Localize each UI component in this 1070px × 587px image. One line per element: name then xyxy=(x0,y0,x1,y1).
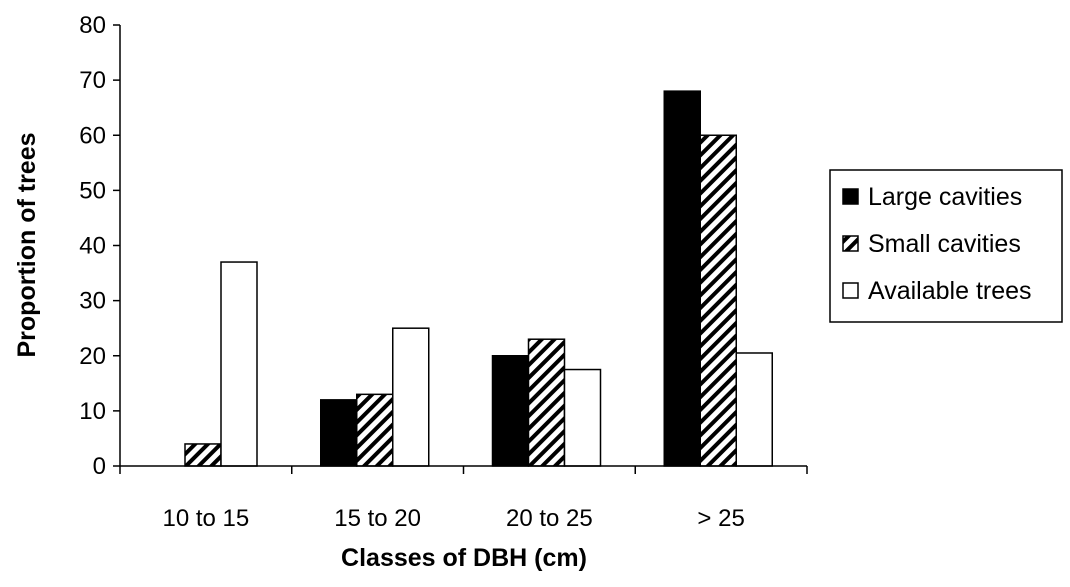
legend-swatch xyxy=(842,282,859,299)
y-tick-label: 70 xyxy=(79,67,106,94)
y-tick-label: 10 xyxy=(79,398,106,425)
bars-group xyxy=(184,90,773,467)
bar xyxy=(735,352,773,467)
legend-label: Small cavities xyxy=(868,230,1021,258)
y-tick-label: 0 xyxy=(93,453,106,480)
bar xyxy=(184,443,222,467)
legend: Large cavities Small cavities Available tr… xyxy=(829,169,1063,323)
tick-labels-group: 0 10 20 30 40 50 60 70 80 10 to 15 15 to 20 20 to 2… xyxy=(79,12,745,532)
bar xyxy=(527,338,566,467)
y-tick-label: 40 xyxy=(79,233,106,260)
x-tick-label: 15 to 20 xyxy=(334,505,421,532)
bar xyxy=(563,368,602,467)
y-tick-label: 50 xyxy=(79,177,106,204)
bar xyxy=(491,355,530,467)
bar xyxy=(220,261,258,467)
bar xyxy=(392,327,430,467)
x-tick-label: 20 to 25 xyxy=(506,505,593,532)
y-axis-title: Proportion of trees xyxy=(13,132,41,357)
x-tick-label: > 25 xyxy=(697,505,744,532)
bar xyxy=(699,134,737,467)
legend-swatch xyxy=(842,188,859,205)
x-tick-label: 10 to 15 xyxy=(163,505,250,532)
y-tick-label: 60 xyxy=(79,122,106,149)
axes-group xyxy=(113,24,808,474)
bar xyxy=(663,90,701,467)
legend-label: Large cavities xyxy=(868,183,1022,211)
bar xyxy=(356,393,394,467)
x-axis-title: Classes of DBH (cm) xyxy=(341,544,587,572)
y-tick-label: 30 xyxy=(79,288,106,315)
legend-swatch xyxy=(842,235,859,252)
legend-box xyxy=(829,169,1063,323)
y-tick-label: 80 xyxy=(79,12,106,39)
y-tick-label: 20 xyxy=(79,343,106,370)
legend-label: Available trees xyxy=(868,277,1032,305)
bar xyxy=(320,399,358,467)
